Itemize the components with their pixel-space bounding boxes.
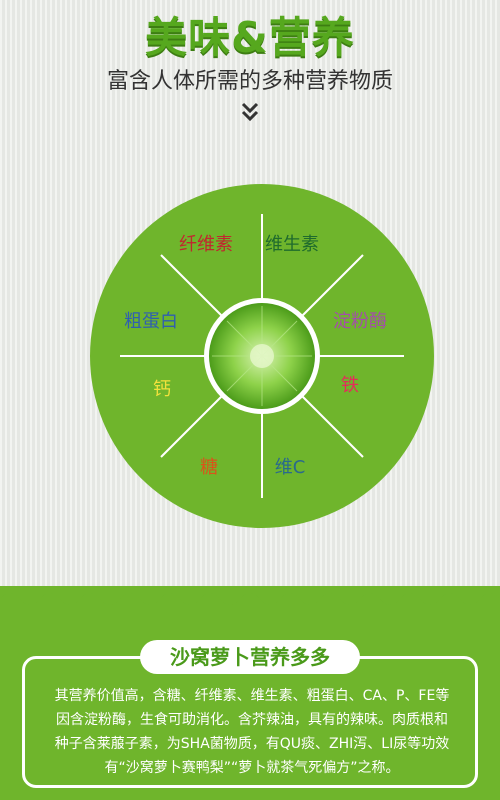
nutrient-label-amylase: 淀粉酶 xyxy=(333,311,387,332)
info-line: 种子含莱菔子素，为SHA菌物质，有QU痰、ZHI泻、LI尿等功效 xyxy=(54,736,450,752)
info-section-background xyxy=(0,586,500,800)
nutrient-label-sugar: 糖 xyxy=(200,457,218,478)
nutrient-label-crude-protein: 粗蛋白 xyxy=(124,311,178,332)
nutrient-label-iron: 铁 xyxy=(341,375,359,396)
double-chevron-down-icon xyxy=(241,102,259,122)
radish-slice-image xyxy=(204,298,320,414)
info-line: 有“沙窝萝卜赛鸭梨”“萝卜就茶气死偏方”之称。 xyxy=(104,760,400,776)
nutrition-wheel xyxy=(90,184,434,528)
wheel-dividers xyxy=(120,214,404,498)
info-line: 其营养价值高，含糖、纤维素、维生素、粗蛋白、CA、P、FE等 xyxy=(54,688,450,704)
nutrient-label-vitamin-c: 维C xyxy=(274,457,306,478)
page-title: 美味&营养 xyxy=(145,13,355,62)
info-heading: 沙窝萝卜营养多多 xyxy=(140,640,360,674)
wave-divider xyxy=(0,593,500,615)
nutrient-label-calcium: 钙 xyxy=(153,379,171,400)
info-line: 因含淀粉酶，生食可助消化。含芥辣油，具有的辣味。肉质根和 xyxy=(56,712,448,728)
info-paragraph: 其营养价值高，含糖、纤维素、维生素、粗蛋白、CA、P、FE等 因含淀粉酶，生食可… xyxy=(32,684,472,780)
page-subtitle: 富含人体所需的多种营养物质 xyxy=(106,69,393,94)
nutrient-label-fiber: 纤维素 xyxy=(179,234,233,255)
nutrient-label-vitamin: 维生素 xyxy=(265,234,319,255)
